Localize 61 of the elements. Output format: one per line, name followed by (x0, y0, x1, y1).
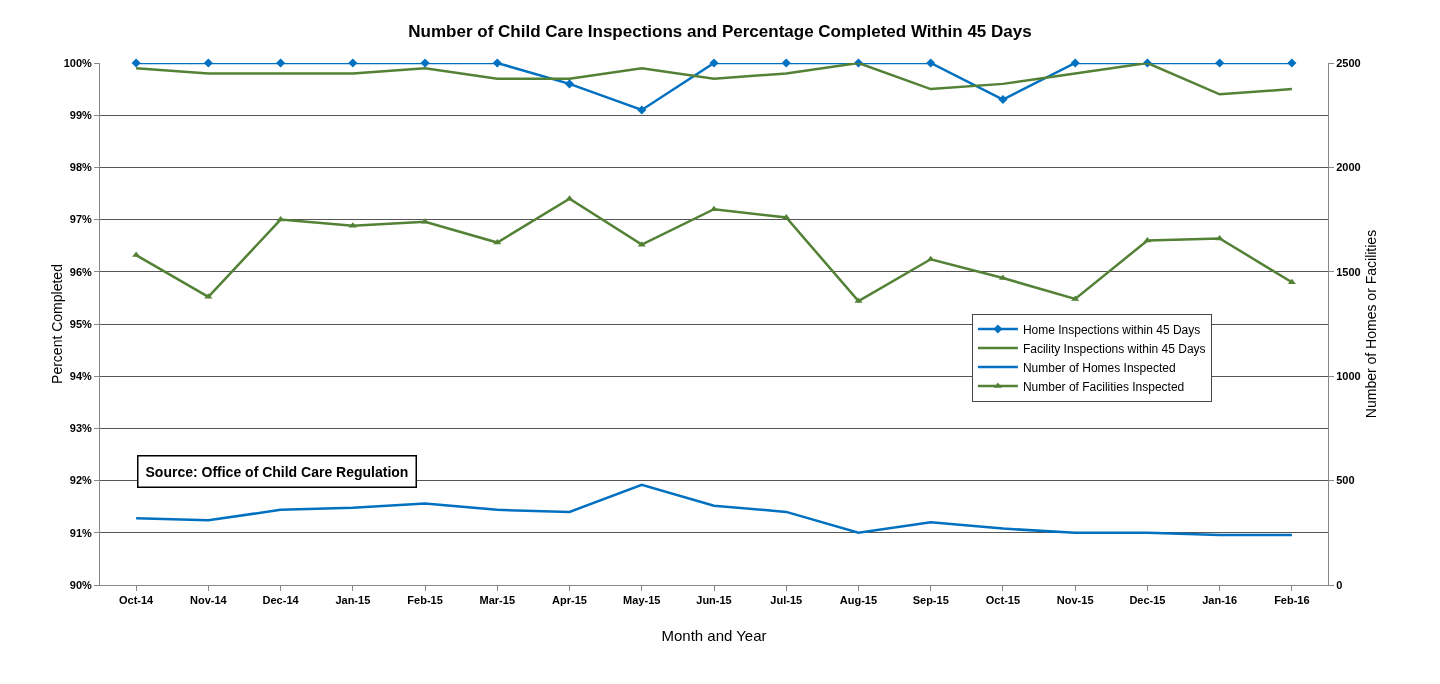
x-tick-label: Feb-15 (407, 594, 443, 607)
point (926, 58, 936, 68)
point (637, 105, 647, 115)
x-tick-label: Sep-15 (912, 594, 949, 607)
x-tick-label: Apr-15 (552, 594, 587, 607)
y-tick-label: 96% (69, 265, 92, 278)
chart-title: Number of Child Care Inspections and Percentage Completed Within 45 Days (408, 21, 1032, 41)
y-tick-label: 98% (69, 161, 92, 174)
x-tick-label: Nov-15 (1056, 594, 1094, 607)
x-tick-label: Mar-15 (479, 594, 516, 607)
point (1287, 58, 1297, 68)
point (781, 58, 791, 68)
y-tick-label: 92% (69, 474, 92, 487)
point (709, 58, 719, 68)
point (1215, 58, 1225, 68)
x-tick-label: Jan-16 (1202, 594, 1238, 607)
x-tick-label: Jul-15 (770, 594, 803, 607)
point (1070, 58, 1080, 68)
point (1143, 236, 1152, 243)
x-tick-label: Dec-15 (1129, 594, 1166, 607)
point (1215, 234, 1224, 241)
y-tick-label: 91% (69, 526, 92, 539)
annotation: Source: Office of Child Care Regulation (145, 463, 409, 480)
y2-tick-label: 1000 (1336, 370, 1361, 383)
y-tick-label: 94% (69, 370, 92, 383)
point (131, 58, 141, 68)
x-tick-label: Nov-14 (190, 594, 228, 607)
x-tick-label: Jun-15 (696, 594, 732, 607)
x-tick-label: Jan-15 (335, 594, 371, 607)
x-tick-label: Oct-15 (985, 594, 1021, 607)
x-tick-label: Oct-14 (118, 594, 155, 607)
y2-tick-label: 500 (1336, 474, 1355, 487)
point (348, 58, 358, 68)
y2-tick-label: 2500 (1336, 56, 1361, 69)
x-tick-label: Aug-15 (839, 594, 878, 607)
line-series (134, 483, 1294, 537)
point (420, 58, 430, 68)
legend-label: Facility Inspections within 45 Days (1022, 341, 1206, 356)
y-tick-label: 100% (63, 56, 93, 69)
x-axis-title: Month and Year (661, 627, 767, 645)
point (564, 79, 575, 89)
y-tick-label: 93% (69, 422, 92, 435)
y2-tick-label: 2000 (1336, 161, 1361, 174)
y-tick-label: 99% (69, 109, 92, 122)
y2-axis-title: Number of Homes or Facilities (1362, 229, 1379, 419)
legend-label: Home Inspections within 45 Days (1022, 322, 1201, 337)
y-tick-label: 95% (69, 317, 92, 330)
y-tick-label: 97% (69, 213, 92, 226)
x-tick-label: Feb-16 (1274, 594, 1310, 607)
legend-label: Number of Homes Inspected (1022, 360, 1176, 375)
y2-tick-label: 0 (1336, 578, 1343, 591)
y-tick-label: 90% (69, 578, 92, 591)
y-axis-title: Percent Completed (49, 264, 65, 384)
x-tick-label: Dec-14 (262, 594, 300, 607)
point (203, 58, 213, 68)
y2-tick-label: 1500 (1336, 265, 1361, 278)
x-tick-label: May-15 (623, 594, 661, 607)
point (492, 58, 502, 68)
point (998, 94, 1008, 105)
legend-label: Number of Facilities Inspected (1022, 379, 1185, 394)
point (276, 58, 286, 68)
